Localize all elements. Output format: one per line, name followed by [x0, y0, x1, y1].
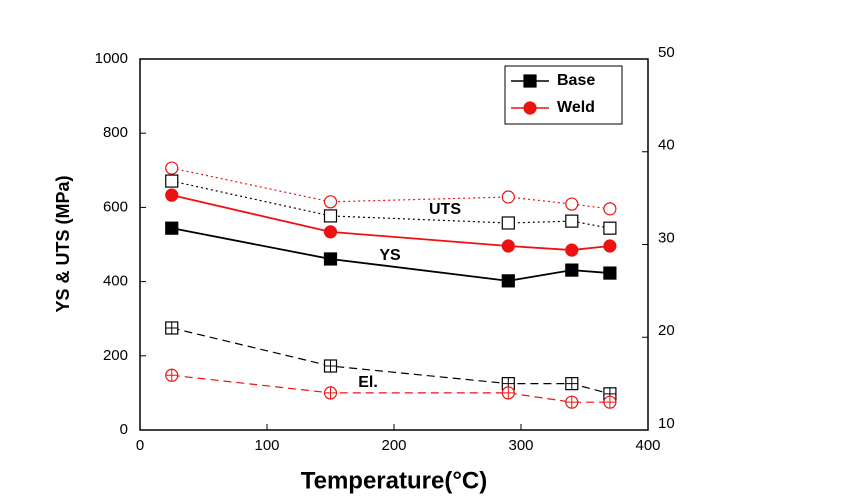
- point: [323, 252, 338, 266]
- series-line: [171, 180, 611, 229]
- legend-label: Weld: [557, 99, 595, 116]
- point: [501, 239, 515, 253]
- legend-marker: [523, 74, 537, 88]
- point: [603, 202, 617, 216]
- point-cross: [603, 396, 616, 409]
- point: [501, 216, 515, 230]
- point-cross: [165, 369, 178, 382]
- x-tick-label: 400: [635, 437, 660, 454]
- y2-tick-label: 50: [658, 44, 675, 61]
- point: [603, 239, 617, 253]
- series-line: [171, 327, 611, 395]
- x-axis-label: Temperature(°C): [301, 467, 488, 494]
- y-tick-label: 600: [103, 198, 128, 215]
- point: [165, 174, 179, 188]
- y-tick-label: 800: [103, 124, 128, 141]
- point: [501, 190, 515, 204]
- point: [565, 214, 579, 228]
- point-cross: [502, 386, 515, 399]
- y2-tick-label: 20: [658, 322, 675, 339]
- point: [603, 221, 617, 235]
- x-tick-label: 0: [136, 437, 144, 454]
- x-tick-label: 300: [508, 437, 533, 454]
- point: [565, 243, 579, 257]
- annotation: YS: [379, 247, 401, 264]
- legend-label: Base: [557, 72, 595, 89]
- point: [565, 197, 579, 211]
- point-cross: [165, 321, 178, 334]
- y2-tick-label: 10: [658, 415, 675, 432]
- point-cross: [324, 386, 337, 399]
- y-axis-label: YS & UTS (MPa): [53, 175, 73, 312]
- legend-marker: [523, 101, 537, 115]
- y-tick-label: 0: [120, 421, 128, 438]
- y2-tick-label: 40: [658, 137, 675, 154]
- x-tick-label: 100: [254, 437, 279, 454]
- point: [165, 161, 179, 175]
- point: [323, 225, 338, 239]
- y2-tick-label: 30: [658, 229, 675, 246]
- y-tick-label: 400: [103, 273, 128, 290]
- series-line: [171, 374, 610, 403]
- point: [165, 188, 179, 202]
- y-tick-label: 200: [103, 347, 128, 364]
- point-cross: [565, 377, 578, 390]
- point: [501, 274, 515, 288]
- annotation: UTS: [429, 201, 461, 218]
- point: [565, 263, 579, 277]
- point-cross: [324, 360, 337, 373]
- point: [603, 266, 617, 280]
- series-line: [171, 167, 610, 210]
- point: [323, 209, 338, 223]
- point-cross: [565, 396, 578, 409]
- point: [323, 195, 338, 209]
- x-tick-label: 200: [381, 437, 406, 454]
- annotation: El.: [358, 374, 378, 391]
- y-tick-label: 1000: [95, 50, 128, 67]
- point: [165, 221, 179, 235]
